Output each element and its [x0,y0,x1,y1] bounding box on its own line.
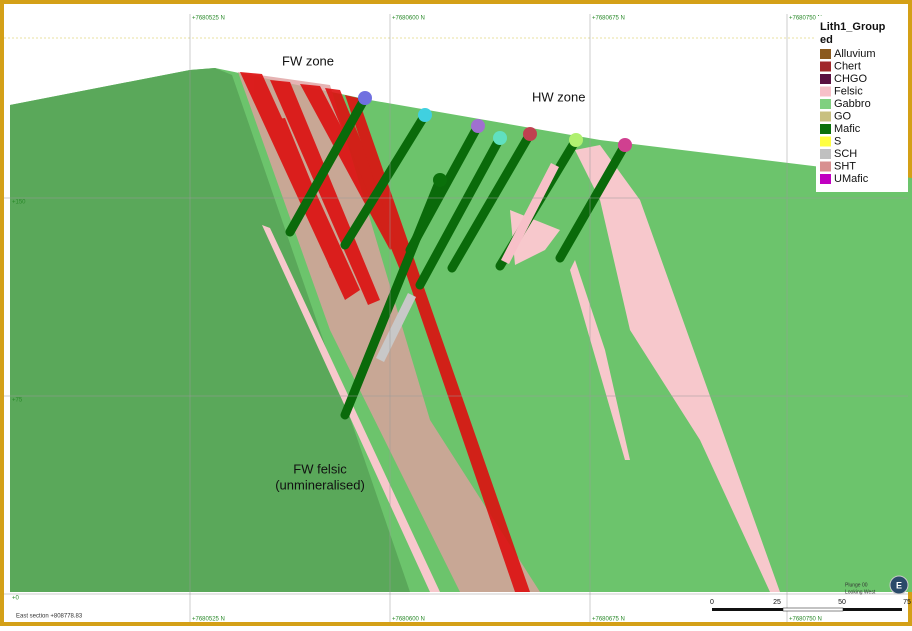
legend-label: UMafic [834,173,869,185]
annotation: FW felsic [293,461,347,476]
northing-label: +7680675 N [592,617,625,623]
northing-label: +7680750 N [789,617,822,623]
felsic-lens [570,260,630,460]
legend-label: Alluvium [834,48,876,60]
legend-label: S [834,135,841,147]
drillhole [285,93,370,237]
legend-label: SHT [834,160,856,172]
northing-label: +7680750 N [789,16,822,22]
scale-label: 75 [903,599,911,606]
drillhole-sch [375,293,417,362]
elevation-label: +75 [12,398,23,404]
scale-label: 0 [710,599,714,606]
legend-label: Gabbro [834,98,871,110]
collar [358,91,372,105]
direction: Looking West [845,589,876,595]
legend-swatch [820,111,831,122]
compass[interactable] [889,575,909,595]
collar [493,131,507,145]
northing-label: +7680600 N [392,16,425,22]
legend-label: GO [834,110,852,122]
northing-label: +7680525 N [192,617,225,623]
drillhole [340,175,445,420]
felsic-vein [575,145,780,592]
legend-swatch [820,174,831,184]
drillhole-felsic [501,162,559,265]
collar [433,173,447,187]
legend-swatch [820,136,831,147]
legend-label: Chert [834,60,861,72]
legend-title: Lith1_Group [820,21,886,33]
legend-swatch [820,161,831,172]
grid: +7680525 N +7680525 N +7680600 N +7680600 N… [4,14,908,623]
legend-swatch [820,99,831,109]
scale-bar [782,607,844,612]
collar [523,127,537,141]
footer [4,592,908,622]
legend-label: Mafic [834,123,861,135]
drillhole [415,133,505,290]
drillhole [340,110,430,250]
annotation: FW zone [282,53,334,68]
elevation-label: +0 [12,596,20,602]
legend-label: CHGO [834,73,867,85]
legend-swatch [820,49,831,59]
legend-swatch [820,149,831,159]
compass-label[interactable]: E [896,580,902,590]
legend-swatch [820,61,831,72]
elevation-label: +150 [12,200,26,206]
legend-label: SCH [834,148,857,160]
legend-title: ed [820,34,833,46]
annotation: (unmineralised) [275,477,365,492]
scale-bar: 0 25 50 75 [710,599,911,612]
collar [569,133,583,147]
scale-label: 25 [773,599,781,606]
fw-felsic-zone [10,68,410,592]
annotation: HW zone [532,89,585,104]
legend-swatch [820,86,831,97]
legend [816,16,908,192]
legend-swatch [820,124,831,134]
northing-label: +7680600 N [392,617,425,623]
northing-label: +7680675 N [592,16,625,22]
collar [618,138,632,152]
collar [471,119,485,133]
legend-label: Felsic [834,85,863,97]
northing-label: +7680525 N [192,16,225,22]
drillholes [285,91,632,420]
legend-swatch [820,74,831,84]
drillhole [447,129,535,273]
scale-label: 50 [838,599,846,606]
legend-items: AlluviumChertCHGOFelsicGabbroGOMaficSSCH… [820,48,876,185]
section-label: East section +808778.83 [16,614,83,620]
plunge: Plunge 00 [845,582,868,588]
drillhole [555,140,630,263]
collar [418,108,432,122]
